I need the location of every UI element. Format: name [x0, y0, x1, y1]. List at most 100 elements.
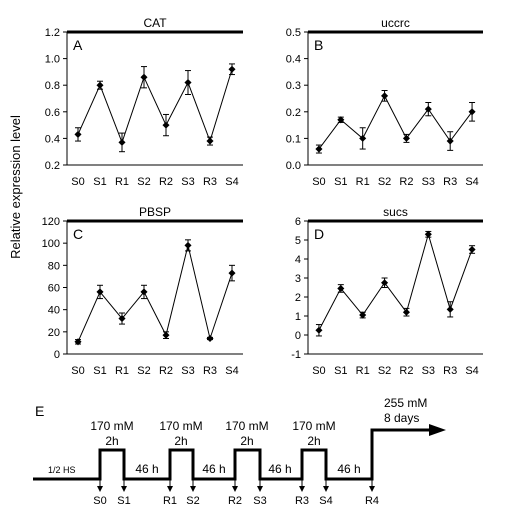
- panel-sucs: sucs D -1 0 1 2 3 4 5 6 S0 S1 R1 S2 R2 S3 R3 S4: [291, 205, 483, 377]
- pulse-2-conc: 170 mM: [159, 419, 202, 433]
- cat-xtick-label: S3: [181, 176, 194, 188]
- sucs-ytick-label: 4: [295, 254, 301, 266]
- pulse-3-dur: 2h: [240, 434, 253, 448]
- pbsp-series-line: [77, 245, 233, 343]
- pbsp-data-point: [184, 241, 192, 249]
- pbsp-ytick-label: 60: [48, 283, 60, 295]
- cat-data-point: [140, 73, 148, 81]
- cat-data-point: [206, 137, 214, 145]
- cat-xtick-label: S2: [137, 176, 150, 188]
- baseline-label: 1/2 HS: [48, 465, 76, 475]
- pbsp-ytick-label: 40: [48, 305, 60, 317]
- timeline-trace: [33, 428, 432, 481]
- sampling-arrowhead: [190, 486, 196, 492]
- uccrc-data-point: [337, 116, 345, 124]
- cat-xtick-label: R3: [203, 176, 217, 188]
- sampling-arrowhead: [232, 486, 238, 492]
- pbsp-ytick-label: 20: [48, 327, 60, 339]
- cat-ytick-label: 0.4: [45, 133, 60, 145]
- sample-label-r1: R1: [163, 495, 177, 507]
- sample-label-s0: S0: [93, 495, 106, 507]
- sucs-xtick-label: R2: [399, 365, 413, 377]
- pbsp-data-point: [228, 269, 236, 277]
- sucs-ytick-label: 6: [295, 216, 301, 228]
- sample-label-s4: S4: [319, 495, 332, 507]
- uccrc-xtick-label: S0: [312, 176, 325, 188]
- pbsp-xtick-label: R1: [115, 365, 129, 377]
- sampling-arrowhead: [369, 486, 375, 492]
- uccrc-title: uccrc: [381, 16, 410, 30]
- sucs-data-point: [381, 279, 389, 287]
- sucs-xtick-label: S2: [378, 365, 391, 377]
- sucs-xtick-label: S4: [465, 365, 478, 377]
- gap-3-label: 46 h: [268, 462, 291, 476]
- pbsp-data-point: [96, 288, 104, 296]
- sampling-arrowhead: [299, 486, 305, 492]
- sample-label-s3: S3: [253, 495, 266, 507]
- cat-data-point: [74, 130, 82, 138]
- pbsp-ytick-label: 120: [42, 216, 60, 228]
- pbsp-xtick-label: R2: [159, 365, 173, 377]
- pbsp-data-point: [74, 338, 82, 346]
- sucs-data-point: [424, 230, 432, 238]
- cat-data-point: [96, 81, 104, 89]
- uccrc-ytick-label: 0.4: [286, 54, 301, 66]
- uccrc-data-point: [315, 145, 323, 153]
- sucs-data-point: [337, 284, 345, 292]
- sample-label-s1: S1: [117, 495, 130, 507]
- pulse-3-conc: 170 mM: [225, 419, 268, 433]
- cat-data-point: [118, 138, 126, 146]
- pbsp-data-point: [118, 314, 126, 323]
- cat-panel-letter: A: [73, 37, 83, 53]
- uccrc-ytick-label: 0.2: [286, 107, 301, 119]
- sample-label-r3: R3: [295, 495, 309, 507]
- sucs-data-point: [402, 308, 410, 316]
- pulse-2-dur: 2h: [174, 434, 187, 448]
- sucs-data-point: [468, 245, 476, 254]
- pbsp-data-point: [206, 334, 214, 343]
- final-dur: 8 days: [384, 411, 419, 425]
- sucs-ytick-label: -1: [291, 349, 301, 361]
- sucs-ytick-label: 5: [295, 235, 301, 247]
- cat-title: CAT: [143, 16, 167, 30]
- panel-pbsp: PBSP C 0 20 40 60 80 100 120 S0 S1 R1 S2 R2 S3 R3 S4: [42, 205, 243, 377]
- uccrc-ytick-label: 0.1: [286, 133, 301, 145]
- pulse-4-dur: 2h: [307, 434, 320, 448]
- final-conc: 255 mM: [384, 396, 427, 410]
- pbsp-xtick-label: R3: [203, 365, 217, 377]
- sample-label-r4: R4: [365, 495, 379, 507]
- pbsp-ytick-label: 80: [48, 260, 60, 272]
- pbsp-data-point: [162, 331, 170, 339]
- sucs-data-point: [359, 311, 367, 319]
- gap-2-label: 46 h: [202, 462, 225, 476]
- sucs-ytick-label: 2: [295, 292, 301, 304]
- pbsp-xtick-label: S3: [181, 365, 194, 377]
- sucs-xtick-label: S3: [422, 365, 435, 377]
- sucs-ytick-label: 3: [295, 273, 301, 285]
- uccrc-data-point: [402, 134, 410, 142]
- sucs-xtick-label: R1: [356, 365, 370, 377]
- uccrc-xtick-label: R1: [356, 176, 370, 188]
- uccrc-data-point: [359, 134, 367, 142]
- cat-data-point: [162, 121, 170, 129]
- cat-xtick-label: R2: [159, 176, 173, 188]
- sampling-arrowhead: [323, 486, 329, 492]
- pbsp-ytick-label: 100: [42, 238, 60, 250]
- sample-label-s2: S2: [186, 495, 199, 507]
- sampling-arrowhead: [257, 486, 263, 492]
- pbsp-xtick-label: S4: [225, 365, 238, 377]
- uccrc-xtick-label: S4: [465, 176, 478, 188]
- pbsp-panel-letter: C: [73, 226, 83, 242]
- sampling-arrowhead: [167, 486, 173, 492]
- pbsp-ytick-label: 0: [54, 349, 60, 361]
- uccrc-xtick-label: R3: [443, 176, 457, 188]
- sampling-arrowhead: [121, 486, 127, 492]
- sucs-title: sucs: [383, 205, 408, 219]
- sucs-data-point: [446, 305, 454, 313]
- panel-uccrc: uccrc B 0.0 0.1 0.2 0.3 0.4 0.5 S0 S1 R1 S2 R2 S3 R3 S4: [286, 16, 483, 188]
- sample-label-r2: R2: [228, 495, 242, 507]
- sucs-xtick-label: S0: [312, 365, 325, 377]
- cat-xtick-label: S1: [93, 176, 106, 188]
- pulse-1-dur: 2h: [105, 434, 118, 448]
